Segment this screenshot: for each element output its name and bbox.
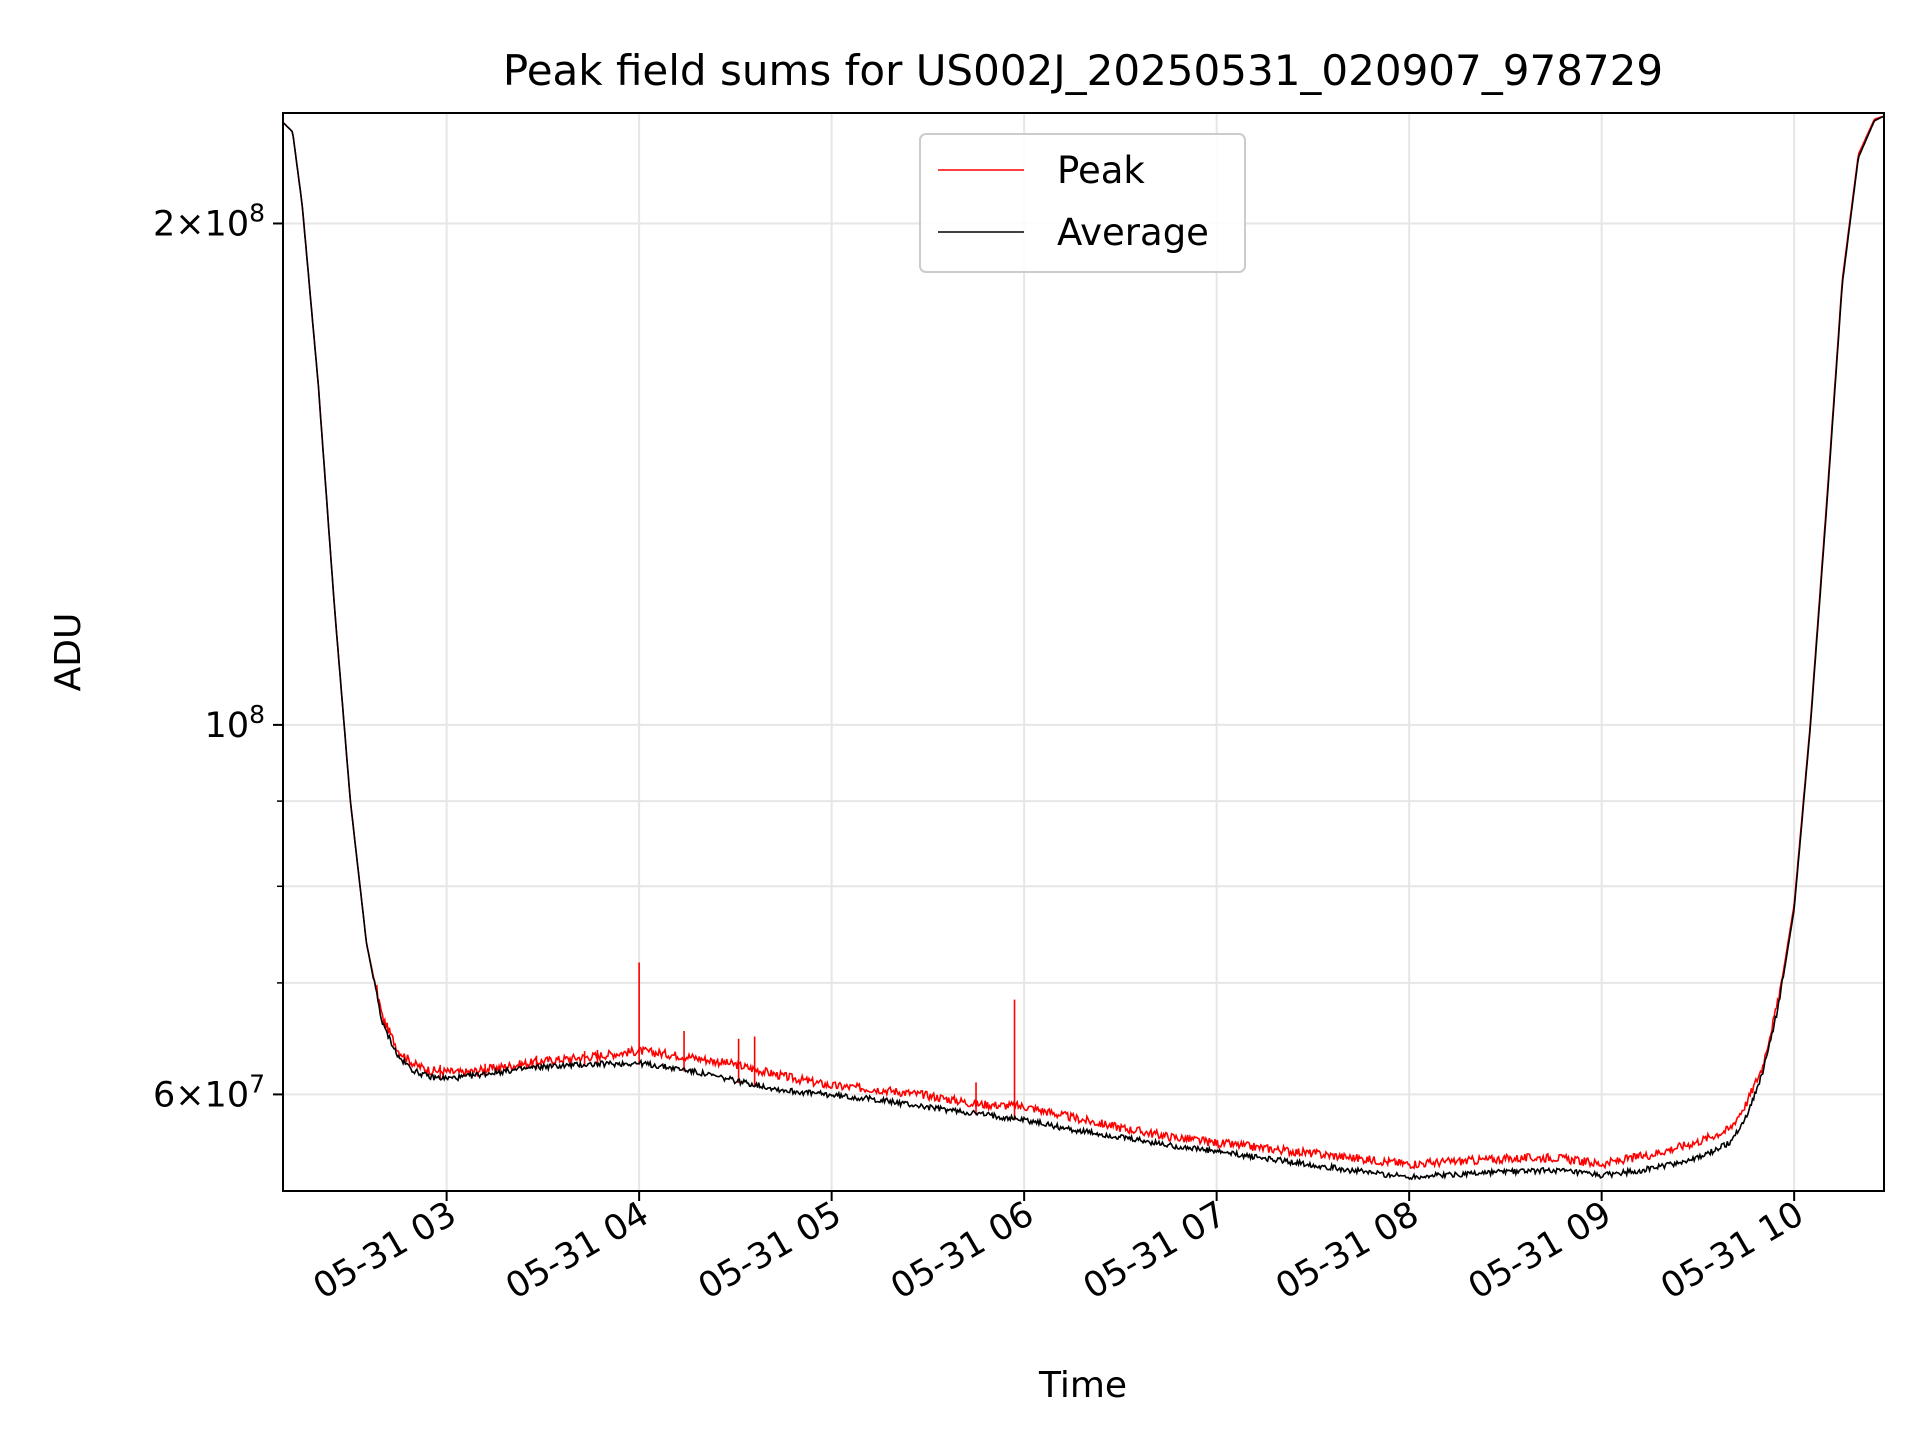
y-tick-mantissa-base: 10 (205, 1075, 250, 1115)
y-tick-mantissa-base: 10 (205, 706, 250, 746)
legend: Peak Average (919, 133, 1246, 273)
series-line-peak (282, 115, 1885, 1170)
series-line-average (282, 115, 1885, 1181)
y-tick-exponent: 7 (249, 1069, 265, 1098)
y-tick-label: 108 (205, 700, 265, 746)
y-tick-label: 2×108 (153, 198, 265, 244)
x-axis-label: Time (1038, 1365, 1127, 1406)
y-axis-label: ADU (48, 613, 89, 692)
y-tick-base: 2 (153, 204, 175, 244)
legend-box (919, 133, 1246, 273)
y-tick-base: 6 (153, 1075, 175, 1115)
y-tick-times: × (175, 1075, 204, 1115)
plot-frame (282, 112, 1885, 1192)
y-tick-times: × (175, 204, 204, 244)
y-tick-exponent: 8 (249, 198, 265, 227)
legend-label-peak: Peak (1057, 149, 1145, 192)
y-tick-label: 6×107 (153, 1069, 265, 1115)
chart-title: Peak field sums for US002J_20250531_0209… (503, 46, 1663, 95)
y-tick-exponent: 8 (249, 700, 265, 729)
legend-label-average: Average (1057, 211, 1209, 254)
series-layer (282, 115, 1885, 1181)
y-tick-mantissa-base: 10 (205, 204, 250, 244)
